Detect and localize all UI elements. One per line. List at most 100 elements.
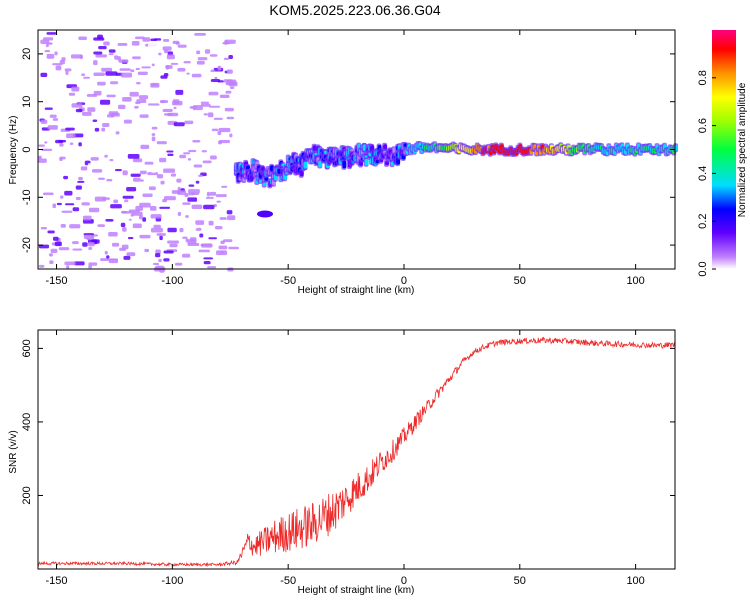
spectrogram-x-ticks: -150 -100 -50 0 50 100 [46, 30, 645, 287]
heatmap-cell [140, 144, 150, 150]
heatmap-cell [82, 242, 88, 247]
heatmap-cell [218, 140, 231, 144]
heatmap-cell [158, 52, 162, 56]
heatmap-cell [196, 50, 201, 55]
heatmap-cell [182, 202, 191, 205]
heatmap-cell [47, 125, 58, 130]
heatmap-cell [80, 166, 88, 171]
heatmap-cell [228, 246, 239, 250]
x-tick-label: -50 [280, 275, 296, 287]
heatmap-cell [47, 230, 55, 234]
heatmap-cell [163, 196, 176, 201]
heatmap-cell [202, 160, 212, 164]
heatmap-cell [175, 89, 184, 95]
heatmap-cell [40, 119, 48, 124]
heatmap-cell [52, 203, 57, 209]
heatmap-cell [217, 65, 222, 71]
heatmap-cell [165, 65, 173, 69]
x-tick-label: 100 [626, 575, 644, 587]
heatmap-cell [199, 233, 204, 238]
heatmap-cell [163, 250, 174, 254]
heatmap-cell [159, 235, 163, 241]
heatmap-cell [158, 258, 162, 263]
heatmap-cell [144, 248, 150, 253]
heatmap-cell [58, 140, 67, 143]
heatmap-cell [64, 68, 72, 72]
heatmap-cell [38, 144, 45, 147]
heatmap-cell [184, 120, 194, 125]
heatmap-cell [100, 99, 111, 105]
heatmap-cell [201, 243, 213, 248]
colorbar-tick-label: 0.8 [697, 70, 709, 85]
heatmap-cell [384, 160, 389, 166]
heatmap-cell [211, 128, 219, 132]
heatmap-cell [81, 73, 86, 77]
heatmap-cell [52, 63, 63, 66]
heatmap-cell [200, 103, 211, 107]
heatmap-cell [197, 39, 202, 43]
heatmap-cell [132, 56, 141, 60]
heatmap-cell [115, 131, 120, 135]
heatmap-cell [192, 223, 198, 229]
heatmap-cell [121, 244, 129, 250]
heatmap-cell [183, 152, 191, 155]
heatmap-cell [204, 49, 211, 54]
x-tick-label: 100 [626, 275, 644, 287]
colorbar-ticks: 0.0 0.2 0.4 0.6 0.8 [697, 70, 716, 277]
heatmap-cell [189, 106, 197, 109]
heatmap-cell [193, 164, 203, 168]
heatmap-cell [223, 79, 233, 83]
heatmap-cell [136, 82, 141, 85]
heatmap-cell [103, 67, 113, 72]
heatmap-cell [177, 211, 182, 217]
heatmap-cell [182, 236, 188, 239]
x-tick-label: 50 [514, 575, 526, 587]
heatmap-cell [170, 173, 177, 177]
heatmap-cell [44, 141, 48, 144]
heatmap-cell [198, 174, 203, 177]
heatmap-cell [88, 207, 100, 213]
heatmap-cell [102, 123, 110, 127]
heatmap-cell [130, 69, 135, 73]
heatmap-cell [208, 105, 221, 108]
heatmap-cell [58, 247, 70, 251]
y-tick-label: 20 [21, 48, 33, 60]
x-tick-label: -150 [46, 575, 68, 587]
heatmap-cell [167, 240, 180, 244]
heatmap-cell [159, 157, 167, 163]
heatmap-cell [104, 250, 108, 255]
heatmap-cell [123, 255, 131, 260]
heatmap-cell [49, 260, 54, 264]
heatmap-cell [185, 238, 189, 243]
heatmap-cell [155, 249, 161, 255]
heatmap-cell [133, 177, 141, 182]
heatmap-cell [93, 60, 98, 66]
heatmap-cell [88, 265, 93, 269]
snr-panel: -150 -100 -50 0 50 100 200 400 600 Height of st… [8, 329, 676, 596]
heatmap-cell [221, 185, 228, 188]
y-tick-label: 200 [21, 486, 33, 504]
heatmap-cell [87, 163, 100, 167]
heatmap-cell [55, 65, 62, 71]
heatmap-cell [173, 122, 185, 127]
heatmap-cell [139, 214, 143, 220]
heatmap-cell [364, 158, 369, 166]
heatmap-cell [225, 90, 232, 94]
heatmap-cell [208, 220, 214, 226]
heatmap-cell [64, 261, 76, 266]
heatmap-cell [87, 107, 96, 112]
x-tick-label: -50 [280, 575, 296, 587]
snr-x-label: Height of straight line (km) [298, 585, 415, 596]
heatmap-cell [110, 112, 120, 118]
heatmap-cell [218, 127, 231, 133]
heatmap-cell [108, 232, 118, 237]
heatmap-cell [59, 143, 64, 147]
heatmap-cell [81, 111, 92, 116]
heatmap-cell [195, 184, 204, 187]
snr-line [37, 336, 676, 568]
heatmap-cell [75, 108, 83, 113]
heatmap-cell [177, 186, 181, 192]
heatmap-cell [192, 139, 201, 143]
heatmap-cell [209, 191, 217, 196]
heatmap-cell [97, 224, 105, 227]
